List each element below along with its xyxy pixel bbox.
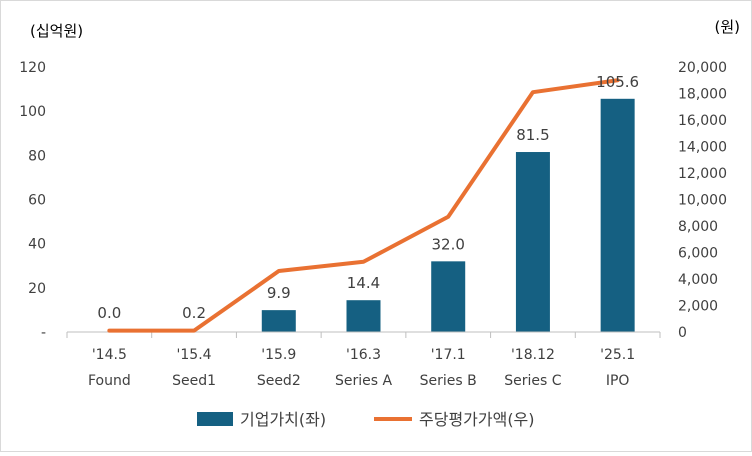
left-tick-label: 100 <box>19 104 46 120</box>
x-category-date: '14.5 <box>92 347 127 363</box>
right-tick-label: 20,000 <box>678 60 727 76</box>
x-category-stage: Seed2 <box>257 373 301 389</box>
right-tick-label: 2,000 <box>678 299 718 315</box>
right-tick-label: 8,000 <box>678 219 718 235</box>
right-tick-label: 10,000 <box>678 193 727 209</box>
bar-data-label: 9.9 <box>267 284 291 302</box>
legend-line-label: 주당평가가액(우) <box>419 410 535 429</box>
left-axis-unit: (십억원) <box>30 22 83 40</box>
right-tick-label: 6,000 <box>678 246 718 262</box>
x-category-date: '18.12 <box>511 347 555 363</box>
right-tick-label: 4,000 <box>678 272 718 288</box>
bar-data-label: 105.6 <box>596 73 639 91</box>
left-tick-label: 80 <box>28 148 46 164</box>
x-category-date: '16.3 <box>346 347 381 363</box>
x-category-date: '15.4 <box>177 347 212 363</box>
bar-data-label: 32.0 <box>432 235 465 253</box>
left-tick-label: - <box>41 325 46 341</box>
x-category-stage: Series B <box>420 373 477 389</box>
x-category-stage: Series C <box>504 373 562 389</box>
bar <box>262 310 296 332</box>
right-tick-label: 16,000 <box>678 113 727 129</box>
left-tick-label: 60 <box>28 193 46 209</box>
right-tick-label: 12,000 <box>678 166 727 182</box>
x-category-stage: Series A <box>335 373 393 389</box>
right-tick-label: 0 <box>678 325 687 341</box>
x-category-date: '25.1 <box>600 347 635 363</box>
x-category-date: '15.9 <box>261 347 296 363</box>
x-category-date: '17.1 <box>431 347 466 363</box>
legend-bar-swatch <box>197 412 233 426</box>
bar <box>516 152 550 332</box>
bar-data-label: 14.4 <box>347 274 380 292</box>
left-tick-label: 120 <box>19 60 46 76</box>
x-category-stage: IPO <box>606 373 630 389</box>
right-tick-label: 18,000 <box>678 87 727 103</box>
right-tick-label: 14,000 <box>678 140 727 156</box>
legend-bar-label: 기업가치(좌) <box>240 410 326 429</box>
bar-data-label: 0.2 <box>182 304 206 322</box>
left-tick-label: 40 <box>28 237 46 253</box>
bar <box>431 261 465 332</box>
bar <box>601 99 635 332</box>
left-tick-label: 20 <box>28 281 46 297</box>
x-category-stage: Seed1 <box>172 373 216 389</box>
bar-data-label: 81.5 <box>516 126 549 144</box>
bar-data-label: 0.0 <box>97 304 121 322</box>
bar <box>347 300 381 332</box>
x-category-stage: Found <box>88 373 131 389</box>
right-axis-unit: (원) <box>714 18 740 36</box>
